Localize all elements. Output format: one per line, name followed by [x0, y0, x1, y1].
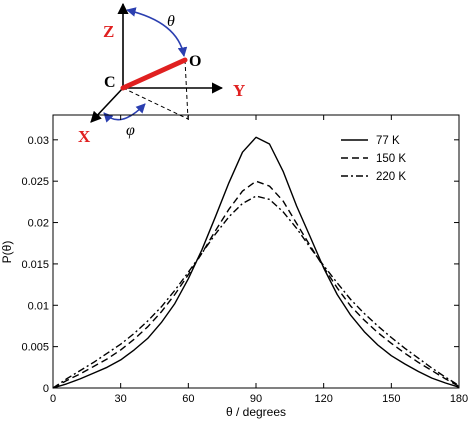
legend: 77 K 150 K 220 K — [341, 135, 406, 183]
projection-line — [122, 87, 189, 120]
z-axis-label: Z — [103, 22, 114, 41]
legend-label: 150 K — [376, 153, 406, 165]
x-axis-arrow — [90, 87, 124, 123]
y-tick-label: 0 — [43, 383, 49, 395]
series-line-150-k — [52, 180, 460, 389]
x-tick-label: 60 — [182, 393, 194, 405]
x-tick-label: 30 — [115, 393, 127, 405]
x-axis-label: X — [78, 127, 91, 146]
series-line-77-k — [52, 136, 460, 389]
y-axis-title: P(θ) — [0, 241, 14, 264]
x-axis-title: θ / degrees — [226, 405, 286, 419]
y-tick-label: 0.01 — [28, 300, 49, 312]
legend-label: 77 K — [376, 135, 400, 147]
phi-arc — [103, 103, 146, 123]
x-tick-label: 150 — [382, 393, 400, 405]
legend-label: 220 K — [376, 171, 406, 183]
y-tick-label: 0.03 — [28, 135, 49, 147]
end-label: O — [189, 53, 201, 70]
x-tick-label: 180 — [450, 393, 468, 405]
theta-arc — [126, 7, 188, 57]
y-tick-label: 0.02 — [28, 218, 49, 230]
y-tick-label: 0.025 — [21, 176, 49, 188]
c-o-bond — [120, 57, 188, 91]
x-tick-label: 90 — [250, 393, 262, 405]
x-tick-label: 120 — [314, 393, 332, 405]
x-ticks: 0 30 60 90 120 150 180 — [50, 115, 468, 405]
theta-label: θ — [167, 13, 175, 30]
y-axis-label: Y — [233, 81, 245, 100]
drop-line — [184, 59, 189, 120]
phi-label: φ — [126, 122, 135, 139]
plot-area: 0 0.005 0.01 0.015 0.02 0.025 0.03 0 30 60 90 120 1… — [0, 114, 468, 419]
y-tick-label: 0.005 — [21, 342, 49, 354]
x-tick-label: 0 — [50, 393, 56, 405]
series-line-220-k — [52, 195, 460, 389]
y-tick-label: 0.015 — [21, 259, 49, 271]
orientation-inset: Z Y X C O θ φ — [78, 2, 245, 146]
y-ticks: 0 0.005 0.01 0.015 0.02 0.025 0.03 — [21, 135, 459, 395]
origin-label: C — [104, 74, 116, 91]
series-lines — [52, 136, 460, 389]
